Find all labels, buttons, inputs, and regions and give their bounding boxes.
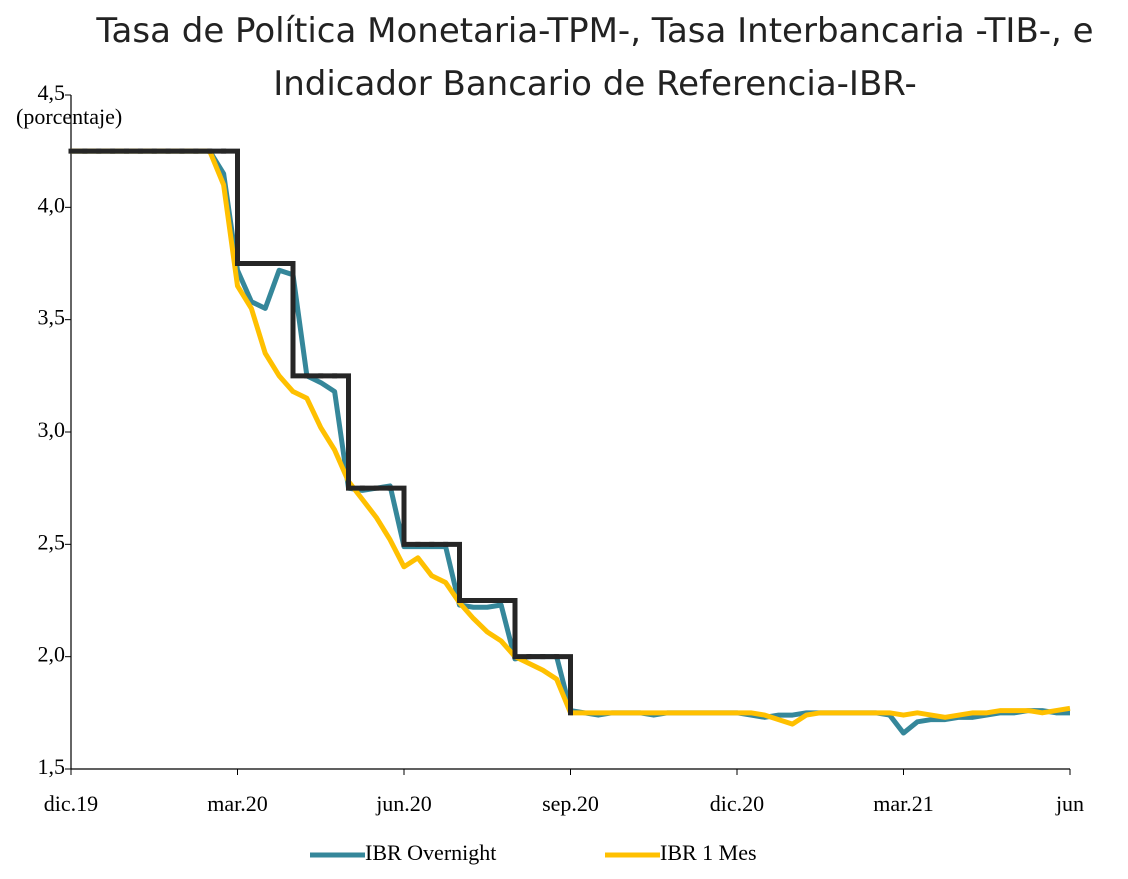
x-tick-label: jun.20 (375, 791, 432, 816)
y-tick-label: 2,5 (38, 529, 66, 554)
y-axis-label: (porcentaje) (16, 104, 122, 129)
chart-title: Tasa de Política Monetaria-TPM-, Tasa In… (95, 11, 1093, 51)
y-tick-label: 4,5 (38, 80, 66, 105)
legend-label: IBR Overnight (365, 840, 496, 865)
y-tick-label: 3,5 (38, 305, 66, 330)
y-tick-label: 4,0 (38, 192, 66, 217)
y-tick-label: 3,0 (38, 417, 66, 442)
x-tick-label: jun (1055, 791, 1084, 816)
chart-title: Indicador Bancario de Referencia-IBR- (273, 64, 917, 104)
x-tick-label: dic.19 (44, 791, 98, 816)
legend-label: IBR 1 Mes (660, 840, 757, 865)
x-tick-label: mar.21 (873, 791, 934, 816)
x-tick-label: sep.20 (542, 791, 599, 816)
x-tick-label: mar.20 (207, 791, 268, 816)
y-tick-label: 1,5 (38, 754, 66, 779)
series-line (71, 148, 1071, 727)
series-line (71, 148, 1070, 736)
y-tick-label: 2,0 (38, 642, 66, 667)
x-tick-label: dic.20 (710, 791, 764, 816)
